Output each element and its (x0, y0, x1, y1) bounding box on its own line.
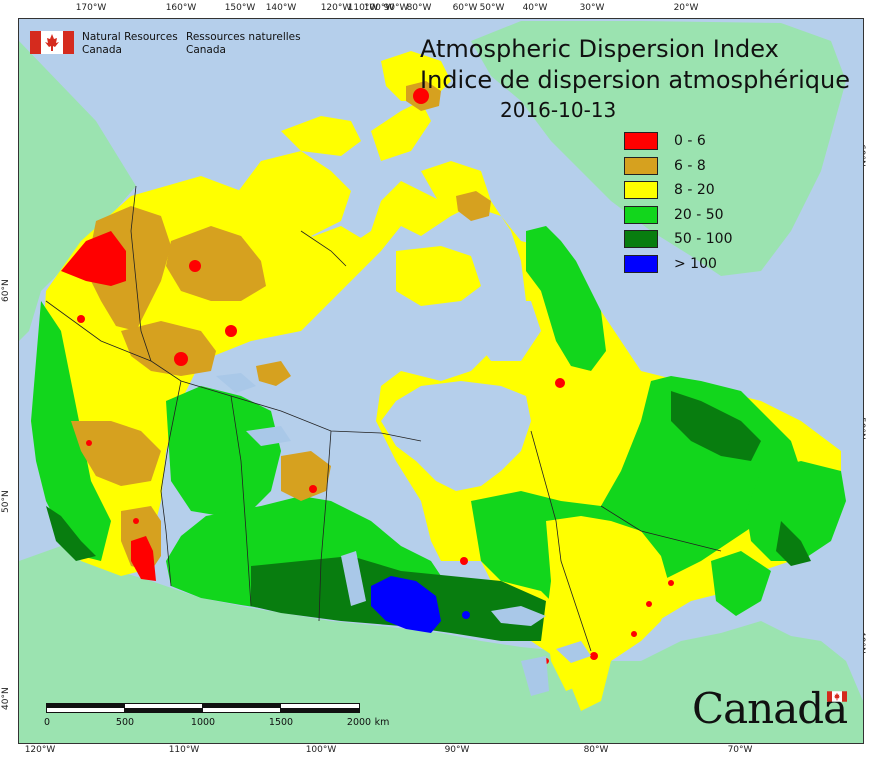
legend-swatch (624, 230, 658, 248)
great-slave-lake (246, 426, 291, 446)
top-tick-90w: 90°W (383, 3, 409, 13)
top-tick-160w: 160°W (165, 3, 197, 13)
scale-label: 0 (43, 717, 51, 728)
agency-fr-line1: Ressources naturelles (186, 31, 301, 43)
top-tick-100w: 100°W (363, 3, 395, 13)
map-title: Atmospheric Dispersion Index Indice de d… (420, 34, 850, 124)
scale-label: 2000 (346, 717, 372, 728)
top-tick-140w: 140°W (265, 3, 297, 13)
lake-ontario (556, 641, 591, 663)
map-date: 2016-10-13 (500, 98, 617, 122)
greenland-land (471, 21, 846, 276)
top-tick-40w: 40°W (522, 3, 548, 13)
legend-swatch (624, 205, 658, 224)
agency-name-fr: Ressources naturelles Canada (186, 31, 301, 57)
legend-swatch (624, 254, 658, 273)
hudson-bay (381, 381, 531, 491)
bottom-tick-80w: 80°W (583, 745, 609, 755)
top-tick-50w: 50°W (479, 3, 505, 13)
alaska-land (19, 41, 136, 341)
bottom-tick-120w: 120°W (24, 745, 56, 755)
left-tick-40n: 40°N (1, 687, 11, 710)
top-tick-120w: 120°W (320, 3, 352, 13)
title-french: Indice de dispersion atmosphérique (420, 66, 851, 94)
legend-label: 6 - 8 (674, 157, 706, 174)
bottom-tick-110w: 110°W (168, 745, 200, 755)
province-boundaries (45, 185, 722, 652)
dispersion-map (19, 19, 863, 743)
scale-unit: km (374, 717, 390, 728)
adi-regions (31, 51, 846, 711)
agency-en-line1: Natural Resources (82, 31, 178, 43)
wordmark-flag-icon (827, 691, 847, 702)
top-tick-60w: 60°W (452, 3, 478, 13)
usa-land (19, 546, 863, 743)
top-tick-170w: 170°W (75, 3, 107, 13)
lake-winnipeg (341, 551, 366, 606)
map-canvas (18, 18, 864, 744)
lake-superior (491, 606, 546, 626)
top-tick-80w: 80°W (406, 3, 432, 13)
legend-label: 0 - 6 (674, 133, 706, 149)
top-tick-20w: 20°W (673, 3, 699, 13)
legend-swatch (624, 181, 658, 199)
top-tick-30w: 30°W (579, 3, 605, 13)
legend-label: > 100 (674, 255, 717, 272)
bottom-tick-90w: 90°W (444, 745, 470, 755)
great-bear-lake (216, 373, 256, 393)
scale-label: 1000 (190, 717, 216, 728)
canada-wordmark: Canada (692, 684, 848, 733)
canada-flag-icon (30, 31, 74, 54)
agency-fr-line2: Canada (186, 44, 226, 56)
scale-label: 500 (115, 717, 135, 728)
agency-en-line2: Canada (82, 44, 122, 56)
top-tick-150w: 150°W (224, 3, 256, 13)
bottom-tick-70w: 70°W (727, 745, 753, 755)
legend-label: 8 - 20 (674, 182, 715, 198)
agency-name-en: Natural Resources Canada (82, 31, 178, 57)
legend-swatch (624, 132, 658, 150)
left-tick-50n: 50°N (1, 490, 11, 513)
lake-huron (521, 656, 549, 696)
title-english: Atmospheric Dispersion Index (420, 35, 779, 63)
left-tick-60n: 60°N (1, 279, 11, 302)
top-tick-110w: 110°W (347, 3, 379, 13)
scale-bar-graphic (46, 703, 360, 713)
legend-label: 20 - 50 (674, 206, 724, 223)
foxe-basin (471, 301, 541, 361)
legend-label: 50 - 100 (674, 231, 733, 247)
scale-label: 1500 (268, 717, 294, 728)
bottom-tick-100w: 100°W (305, 745, 337, 755)
legend-swatch (624, 156, 658, 175)
